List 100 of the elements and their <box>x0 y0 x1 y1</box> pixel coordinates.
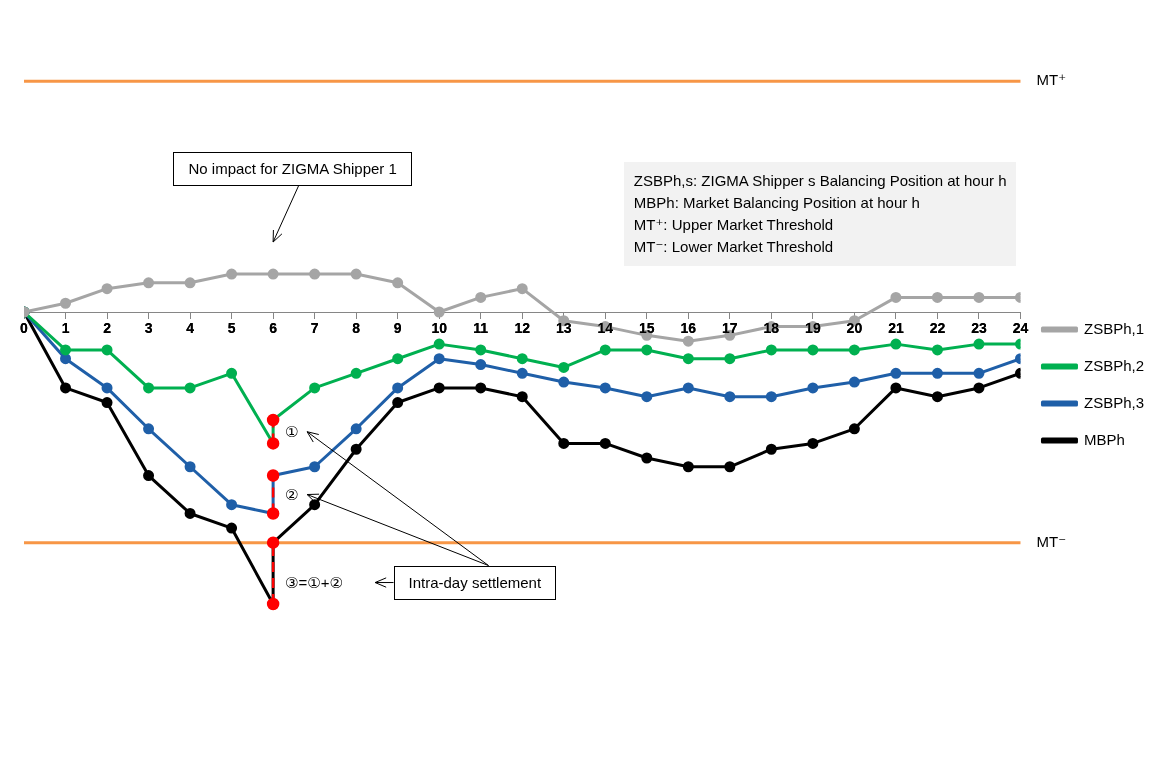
x-tick-label: 4 <box>186 320 195 337</box>
legend-label: ZSBPh,2 <box>1083 356 1144 374</box>
point <box>184 382 196 394</box>
point <box>350 443 362 455</box>
point <box>475 291 487 303</box>
point <box>267 268 279 280</box>
point <box>973 338 985 350</box>
x-tick-label: 22 <box>929 320 946 337</box>
point <box>931 367 943 379</box>
point <box>392 277 404 289</box>
point <box>599 344 611 356</box>
point <box>143 423 155 435</box>
x-tick-label: 9 <box>393 320 402 337</box>
x-tick-label: 18 <box>763 320 780 337</box>
point <box>807 344 819 356</box>
point <box>641 391 653 403</box>
x-tick-label: 6 <box>269 320 278 337</box>
point <box>184 461 196 473</box>
point <box>599 437 611 449</box>
x-tick-label: 12 <box>514 320 531 337</box>
point <box>143 277 155 289</box>
point <box>392 353 404 365</box>
x-tick-label: 23 <box>971 320 987 337</box>
point <box>641 344 653 356</box>
point <box>433 353 445 365</box>
annotation: ① <box>285 421 299 442</box>
text: ZSBPh,s: ZIGMA Shipper s Balancing Position at hour h MBPh: Market Balancing Position at hour h MT⁺: Upper Market Threshold MT⁻: Lower Market Threshold <box>623 162 1017 266</box>
point <box>807 382 819 394</box>
x-tick-label: 0 <box>20 320 29 337</box>
x-tick-label: 21 <box>888 320 904 337</box>
x-tick-label: 8 <box>352 320 361 337</box>
point <box>558 437 570 449</box>
point <box>184 277 196 289</box>
x-tick-label: 5 <box>227 320 236 337</box>
point <box>309 268 321 280</box>
point <box>143 470 155 482</box>
x-tick-label: 10 <box>431 320 448 337</box>
x-tick-label: 11 <box>473 320 489 337</box>
point <box>516 391 528 403</box>
point <box>973 291 985 303</box>
legend-label: ZSBPh,3 <box>1083 393 1144 411</box>
point <box>433 338 445 350</box>
legend-label: ZSBPh,1 <box>1083 319 1144 337</box>
x-tick-label: 19 <box>805 320 821 337</box>
point <box>724 353 736 365</box>
point <box>475 344 487 356</box>
point <box>433 306 445 318</box>
point <box>60 344 72 356</box>
x-tick-label: 17 <box>722 320 738 337</box>
point <box>599 382 611 394</box>
point <box>350 268 362 280</box>
point <box>392 382 404 394</box>
ref-line-label: MT⁺ <box>1036 71 1067 89</box>
point <box>350 423 362 435</box>
point <box>973 367 985 379</box>
point <box>848 376 860 388</box>
point <box>682 382 694 394</box>
point <box>807 437 819 449</box>
point <box>641 452 653 464</box>
x-tick-label: 20 <box>846 320 863 337</box>
point <box>973 382 985 394</box>
point <box>516 283 528 295</box>
point <box>226 268 238 280</box>
point <box>558 376 570 388</box>
point <box>309 499 321 511</box>
x-tick-label: 3 <box>144 320 153 337</box>
point <box>309 382 321 394</box>
point <box>226 522 238 534</box>
annotation: Intra-day settlement <box>393 565 557 600</box>
x-tick-label: 14 <box>597 320 614 337</box>
point <box>682 353 694 365</box>
x-tick-label: 1 <box>61 320 70 337</box>
point <box>101 397 113 409</box>
point <box>475 382 487 394</box>
point <box>143 382 155 394</box>
x-tick-label: 24 <box>1012 320 1029 337</box>
point <box>516 367 528 379</box>
annotation: ③=①+② <box>285 572 343 593</box>
point <box>890 338 902 350</box>
point <box>682 461 694 473</box>
point <box>890 291 902 303</box>
point <box>558 361 570 373</box>
point <box>101 283 113 295</box>
point <box>60 297 72 309</box>
text: No impact for ZIGMA Shipper 1 <box>173 152 412 186</box>
point <box>226 367 238 379</box>
point <box>350 367 362 379</box>
point <box>309 461 321 473</box>
point <box>101 382 113 394</box>
point <box>516 353 528 365</box>
point <box>724 461 736 473</box>
x-tick-label: 15 <box>639 320 655 337</box>
point <box>433 382 445 394</box>
point <box>392 397 404 409</box>
point <box>848 423 860 435</box>
point <box>724 391 736 403</box>
x-tick-label: 7 <box>310 320 319 337</box>
ref-line-label: MT⁻ <box>1036 532 1067 550</box>
point <box>226 499 238 511</box>
point <box>931 344 943 356</box>
